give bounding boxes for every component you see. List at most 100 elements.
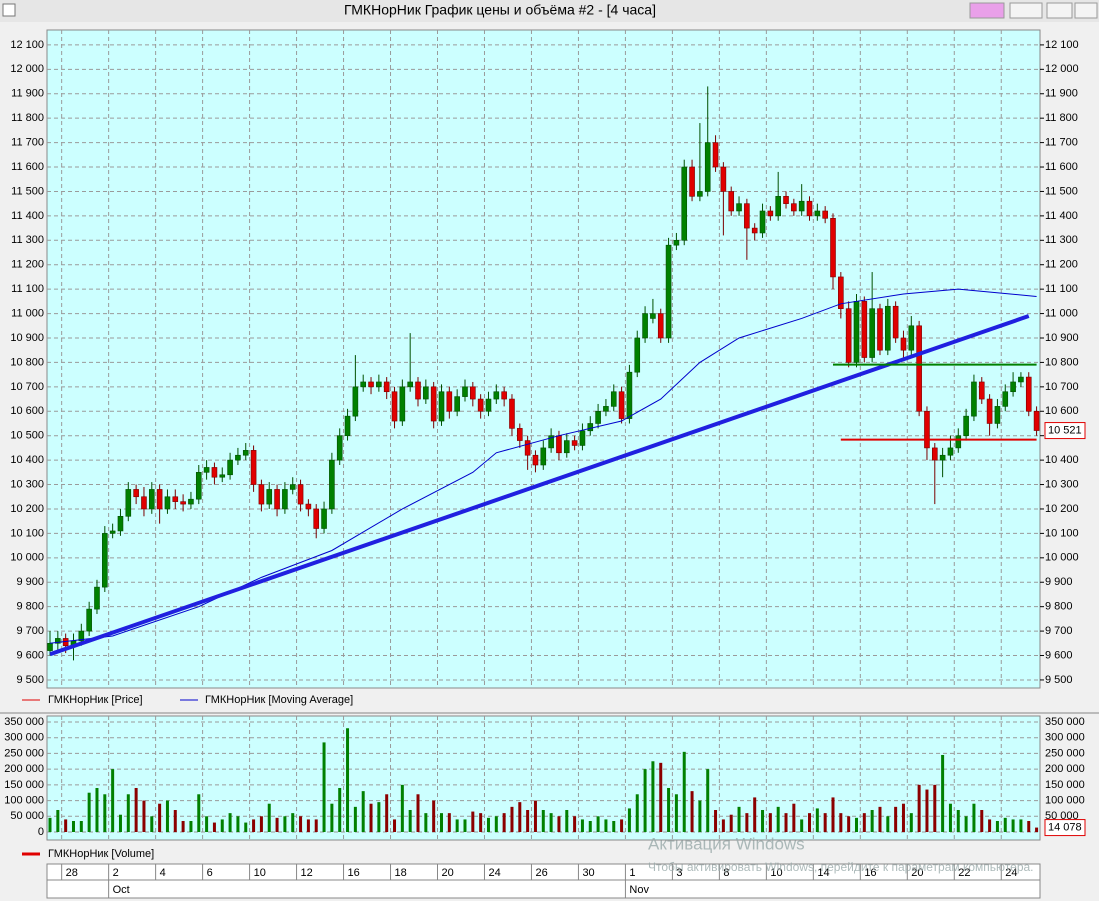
volume-bar (322, 742, 326, 832)
y-tick-label: 10 500 (10, 430, 44, 442)
candle-body (822, 210, 828, 219)
candle-body (532, 454, 539, 466)
candle-body (783, 196, 789, 204)
volume-bar (267, 803, 271, 832)
volume-tick-label: 250 000 (4, 747, 44, 759)
volume-bar (706, 769, 710, 832)
volume-bar (878, 806, 882, 832)
candle-body (219, 474, 226, 478)
candle-body (446, 391, 453, 412)
candle-body (1025, 376, 1032, 412)
legend-label: ГМКНорНик [Volume] (48, 848, 154, 860)
date-axis (46, 863, 1041, 899)
x-tick-label: 22 (958, 867, 970, 879)
y-tick-label: 11 100 (11, 283, 44, 295)
y-tick-label-right: 11 300 (1045, 234, 1078, 246)
candle-body (861, 301, 868, 358)
volume-bar (173, 809, 177, 832)
candle-body (806, 200, 813, 217)
y-tick-label-right: 9 600 (1045, 649, 1073, 661)
x-tick-label: 18 (395, 867, 407, 879)
volume-bar (1019, 819, 1023, 832)
candle-body (235, 454, 241, 461)
candle-body (336, 435, 343, 461)
minimize-button[interactable] (1009, 2, 1043, 19)
volume-tick-label: 200 000 (4, 763, 44, 775)
volume-bar (158, 803, 162, 832)
x-tick-label: 28 (66, 867, 78, 879)
y-tick-label: 10 800 (10, 356, 44, 368)
window-icon[interactable] (2, 3, 16, 17)
candle-body (485, 398, 492, 412)
candle-body (305, 503, 312, 510)
candle-body (681, 166, 688, 241)
y-tick-label-right: 11 600 (1045, 161, 1078, 173)
candle-body (947, 447, 954, 456)
x-tick-label: 10 (254, 867, 266, 879)
candle-body (798, 200, 805, 212)
candle-body (133, 489, 139, 498)
candle-body (493, 391, 500, 400)
y-tick-label: 9 700 (16, 625, 44, 637)
candle-body (877, 308, 883, 351)
volume-bar (995, 820, 999, 832)
volume-tick-label: 0 (38, 826, 44, 838)
candle-body (845, 308, 852, 363)
y-tick-label-right: 11 000 (1045, 307, 1078, 319)
volume-bar (393, 819, 397, 832)
volume-bar (518, 802, 522, 832)
month-label: Oct (113, 884, 130, 896)
volume-bar (275, 817, 279, 832)
moving-average-line (49, 288, 1037, 644)
candle-body (376, 381, 382, 388)
volume-bar (126, 794, 130, 832)
candle-body (955, 435, 962, 449)
volume-bar (95, 787, 99, 832)
volume-bar (416, 794, 420, 832)
volume-bar (134, 787, 138, 832)
volume-bar (212, 822, 216, 832)
candle-body (1018, 376, 1024, 383)
volume-bar (674, 794, 678, 832)
y-tick-label: 10 200 (10, 503, 44, 515)
volume-bar (502, 813, 506, 832)
candle-body (242, 450, 249, 456)
last-volume-label: 14 078 (1048, 821, 1082, 833)
candle-body (853, 301, 860, 363)
month-label: Nov (629, 884, 649, 896)
candle-body (885, 305, 891, 351)
x-tick-label: 14 (817, 867, 829, 879)
panel-separator (0, 712, 1099, 714)
volume-bar (244, 822, 248, 832)
candle-body (462, 386, 468, 397)
volume-bar (455, 819, 459, 832)
candle-body (924, 410, 930, 449)
candle-body (978, 381, 985, 400)
volume-bar (753, 797, 757, 832)
restore-button[interactable] (1046, 2, 1073, 19)
volume-tick-label: 300 000 (4, 732, 44, 744)
volume-tick-label: 100 000 (4, 794, 44, 806)
volume-bar (698, 800, 702, 832)
volume-bar (604, 819, 608, 832)
volume-bar (165, 800, 169, 832)
candle-body (665, 244, 672, 339)
y-tick-label-right: 11 500 (1045, 185, 1078, 197)
x-tick-label: 8 (723, 867, 729, 879)
volume-bar (635, 794, 639, 832)
volume-bar (1011, 819, 1015, 832)
x-tick-label: 6 (207, 867, 213, 879)
last-price-box (1044, 422, 1086, 440)
volume-bar (118, 814, 122, 832)
close-button[interactable] (1074, 2, 1098, 19)
link-button[interactable] (969, 2, 1005, 19)
candle-body (697, 191, 703, 197)
candle-body (438, 391, 445, 422)
x-tick-label: 1 (629, 867, 635, 879)
volume-bar (761, 809, 765, 832)
volume-tick-label: 350 000 (4, 716, 44, 728)
y-tick-label: 11 400 (11, 210, 44, 222)
candle-body (258, 484, 265, 505)
candle-body (971, 381, 977, 417)
candle-body (352, 386, 359, 417)
